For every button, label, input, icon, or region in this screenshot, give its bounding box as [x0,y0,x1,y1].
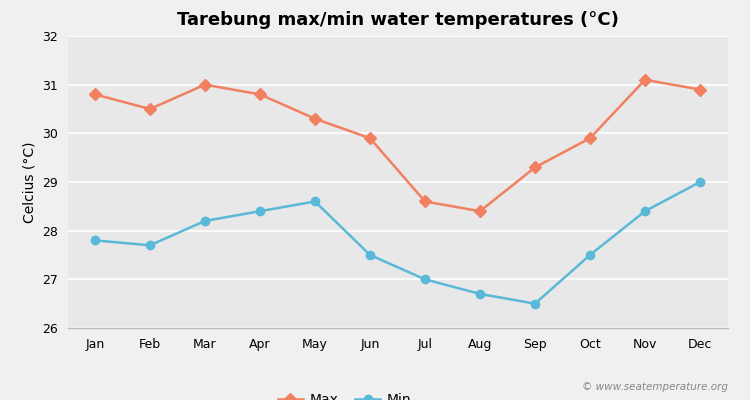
Max [365,136,374,141]
Min [200,218,209,223]
Min [586,253,595,258]
Text: © www.seatemperature.org: © www.seatemperature.org [581,382,728,392]
Legend: Max, Min: Max, Min [272,388,417,400]
Max [695,87,704,92]
Max [256,92,265,97]
Max [146,106,154,111]
Max [530,165,539,170]
Max [476,209,484,214]
Min [256,209,265,214]
Min [146,243,154,248]
Min [640,209,650,214]
Min [421,277,430,282]
Min [695,180,704,184]
Min [310,199,320,204]
Min [91,238,100,243]
Max [421,199,430,204]
Max [586,136,595,141]
Title: Tarebung max/min water temperatures (°C): Tarebung max/min water temperatures (°C) [176,11,619,29]
Min [530,301,539,306]
Max [200,82,209,87]
Y-axis label: Celcius (°C): Celcius (°C) [22,141,36,223]
Line: Max: Max [91,76,704,215]
Min [476,292,484,296]
Line: Min: Min [91,178,704,308]
Max [310,116,320,121]
Min [365,253,374,258]
Max [640,77,650,82]
Max [91,92,100,97]
